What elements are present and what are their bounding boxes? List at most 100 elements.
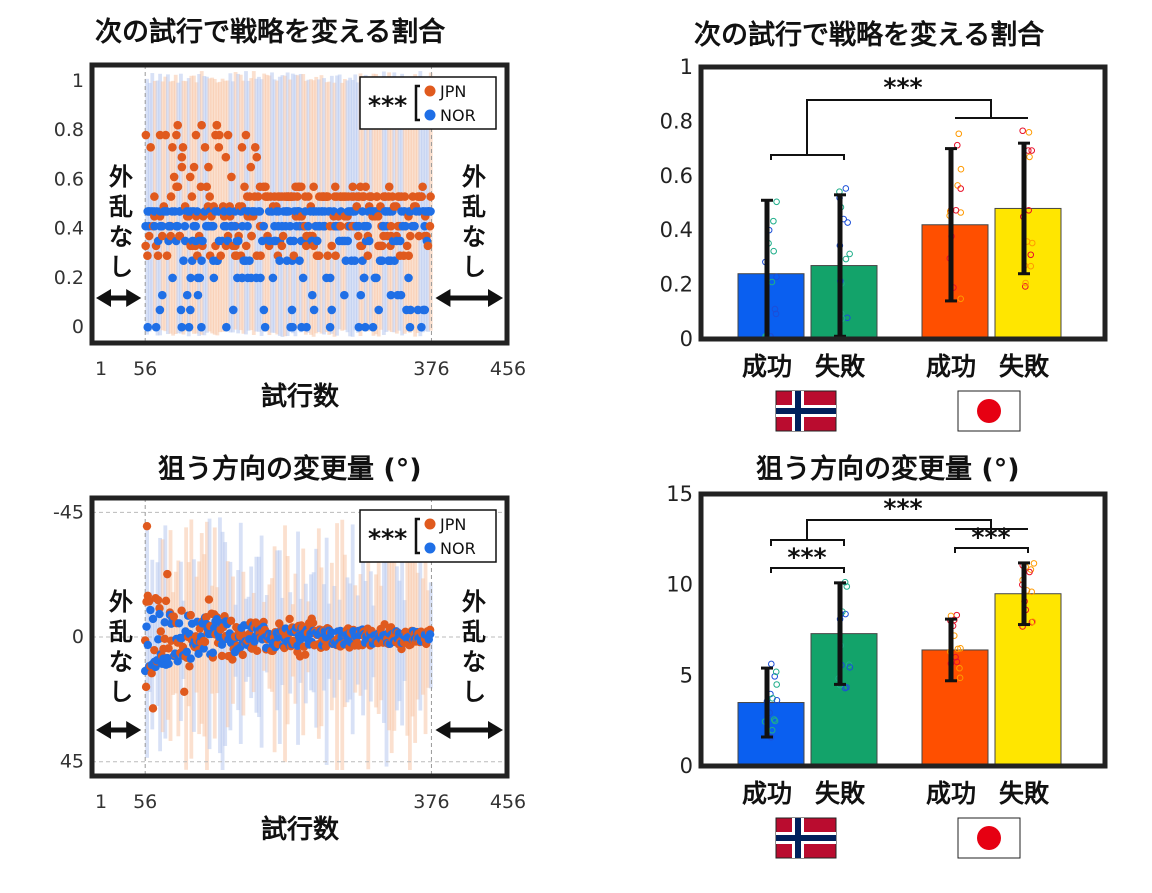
jpn-point [166,231,176,241]
x-tick-label: 376 [413,791,449,813]
variability-band [285,72,290,337]
plot-frame [89,62,510,346]
subject-point [846,250,853,258]
variability-band [199,71,204,335]
jpn-point [226,616,236,625]
nor-point [327,305,337,315]
legend-bracket [414,517,420,555]
nor-point [307,290,317,300]
jpn-point [404,251,413,261]
jpn-point [323,251,333,261]
plot-frame [89,495,510,779]
nor-point [303,221,313,231]
subject-point [1022,279,1029,287]
jpn-point [160,634,169,643]
bar [810,265,878,340]
category-success: 成功 [926,352,976,381]
nor-point [350,256,360,265]
y-tick-label: 0 [72,316,84,338]
variability-band [387,72,392,331]
no-perturbation-char: 乱 [109,618,133,646]
variability-band [210,585,215,694]
nor-point [410,221,419,231]
subject-point [772,310,780,318]
y-tick-label: 0.4 [660,218,693,242]
nor-point [175,207,184,216]
subject-point [773,198,780,206]
subject-point [954,645,962,653]
y-tick-label: 0.2 [660,273,693,297]
jpn-point [425,221,435,231]
nor-point [182,647,192,657]
nor-point [173,221,182,231]
jpn-point [304,192,313,201]
jpn-point [336,221,345,231]
variability-band [329,75,334,334]
no-perturbation-char: 外 [109,588,133,616]
y-tick-label: 0 [680,754,693,778]
subject-point [953,658,961,666]
nor-point [182,290,192,300]
jpn-point [141,130,151,140]
jpn-point [323,192,333,201]
nor-point [197,322,206,332]
y-tick-label: 0 [680,327,693,351]
nor-point [157,290,167,300]
y-tick-label: 0.8 [660,109,693,133]
nor-point [354,322,364,332]
jpn-point [200,637,210,647]
variability-band [288,79,293,332]
jpn-point [177,606,186,615]
jpn-point [187,192,197,201]
jpn-point [223,130,233,140]
variability-band [335,75,339,336]
nor-point [302,322,311,332]
subject-point [954,182,961,189]
x-axis-title: 試行数 [261,814,340,845]
x-tick-label: 1 [95,358,107,380]
variability-band [155,562,160,706]
nor-point [377,256,387,265]
x-tick-label: 56 [133,791,157,813]
nor-point [404,273,413,283]
subject-point [843,684,850,691]
nor-point [195,273,205,283]
y-tick-label: -45 [53,501,84,523]
x-tick-label: 376 [413,358,449,380]
jpn-point [169,172,179,182]
subject-point [770,217,777,225]
jpn-point [256,251,265,261]
variability-band [361,81,365,331]
jpn-point [156,627,166,636]
nor-point [325,273,335,283]
nor-point [233,236,243,246]
subject-point [1025,129,1033,136]
nor-point [368,322,378,332]
variability-band [324,82,329,333]
jpn-point [366,192,376,201]
no-perturbation-char: な [109,648,133,676]
jpn-point [205,192,215,201]
jpn-point [252,152,262,162]
subject-point [846,664,854,671]
variability-band [405,517,410,736]
jpn-point [309,182,318,192]
subject-point [773,273,780,281]
subject-point [1021,283,1029,290]
subject-point [771,305,779,313]
title-bottom-left: 狙う方向の変更量 (°) [158,454,422,485]
significance-label: *** [883,494,922,523]
jpn-point [189,162,199,172]
jpn-point [237,143,247,152]
jpn-point [289,251,299,261]
jpn-point [348,182,358,192]
arrow-head [96,721,111,739]
variability-band [173,571,178,694]
legend-nor-marker [424,542,436,554]
jpn-point [246,162,256,172]
variability-band [337,74,342,330]
japan-flag [957,390,1021,432]
nor-point [259,221,269,231]
jpn-point [185,662,194,671]
subject-point [956,674,964,682]
